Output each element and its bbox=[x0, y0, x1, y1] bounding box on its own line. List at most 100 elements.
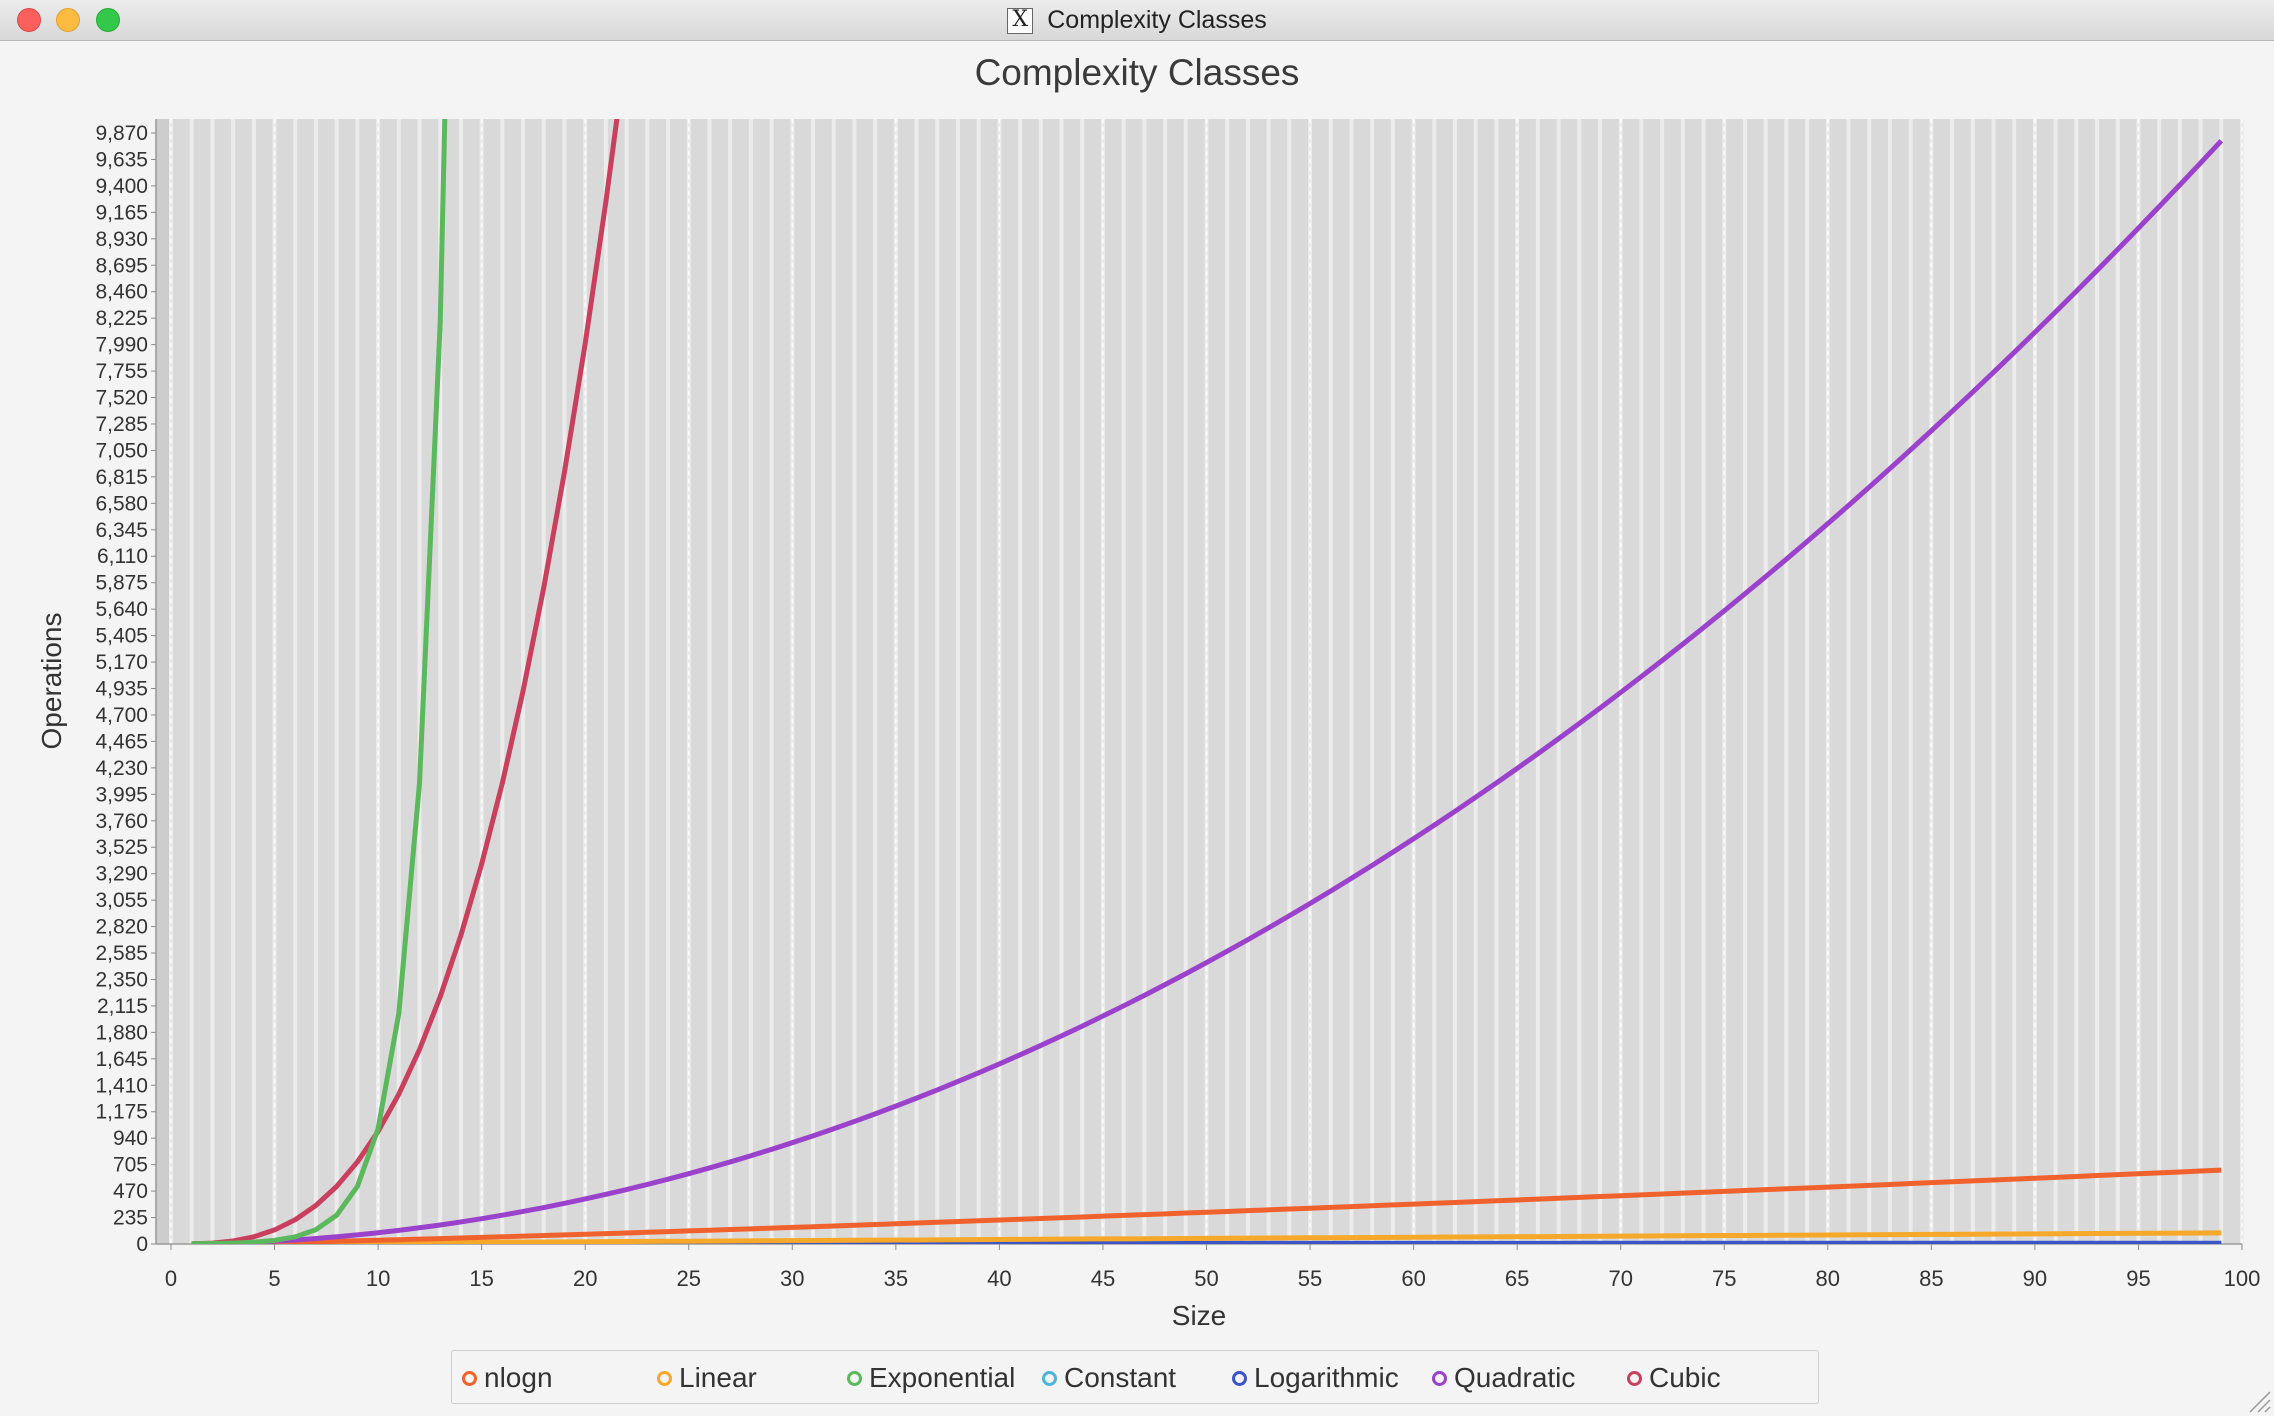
y-tick-label: 1,880 bbox=[95, 1021, 148, 1044]
legend-marker-icon bbox=[1042, 1370, 1057, 1386]
chart-title: Complexity Classes bbox=[974, 52, 1300, 93]
y-tick-label: 8,930 bbox=[95, 228, 148, 251]
y-tick-label: 7,755 bbox=[95, 360, 148, 383]
legend-label: Constant bbox=[1064, 1362, 1177, 1393]
y-tick-label: 7,050 bbox=[95, 439, 148, 462]
y-tick-label: 1,410 bbox=[95, 1074, 148, 1097]
x-tick-label: 95 bbox=[2126, 1266, 2150, 1291]
y-tick-label: 6,110 bbox=[97, 545, 148, 568]
y-tick-label: 2,820 bbox=[95, 916, 148, 939]
x-tick-label: 0 bbox=[165, 1266, 177, 1291]
x-tick-label: 45 bbox=[1091, 1266, 1115, 1291]
y-tick-label: 705 bbox=[113, 1154, 148, 1177]
y-tick-label: 470 bbox=[113, 1180, 148, 1203]
x-tick-label: 50 bbox=[1194, 1266, 1218, 1291]
x-tick-label: 25 bbox=[677, 1266, 701, 1291]
legend-marker-icon bbox=[657, 1370, 672, 1386]
y-tick-label: 9,635 bbox=[95, 148, 148, 171]
y-tick-label: 1,175 bbox=[95, 1101, 148, 1124]
x-tick-label: 40 bbox=[987, 1266, 1011, 1291]
x11-app-icon: X bbox=[1007, 7, 1034, 34]
x-tick-label: 70 bbox=[1608, 1266, 1632, 1291]
x-tick-label: 90 bbox=[2023, 1266, 2047, 1291]
resize-grip-icon[interactable] bbox=[2246, 1388, 2272, 1414]
y-tick-label: 9,165 bbox=[95, 201, 148, 224]
y-tick-label: 3,995 bbox=[95, 783, 148, 806]
x-tick-label: 65 bbox=[1505, 1266, 1529, 1291]
y-tick-label: 940 bbox=[113, 1127, 148, 1150]
x-tick-label: 20 bbox=[573, 1266, 597, 1291]
legend-item-logarithmic: Logarithmic bbox=[1232, 1351, 1399, 1405]
y-tick-label: 4,465 bbox=[95, 730, 148, 753]
x-axis-label: Size bbox=[1172, 1300, 1226, 1331]
y-tick-label: 5,640 bbox=[95, 598, 148, 621]
legend-marker-icon bbox=[847, 1370, 862, 1386]
y-tick-label: 1,645 bbox=[95, 1048, 148, 1071]
y-tick-label: 7,285 bbox=[95, 413, 148, 436]
legend-item-cubic: Cubic bbox=[1627, 1351, 1721, 1405]
minimize-button[interactable] bbox=[56, 8, 80, 32]
x-tick-label: 10 bbox=[366, 1266, 390, 1291]
y-tick-label: 2,115 bbox=[97, 995, 148, 1018]
legend-marker-icon bbox=[1627, 1370, 1642, 1386]
x-tick-label: 35 bbox=[884, 1266, 908, 1291]
y-tick-label: 3,055 bbox=[95, 889, 148, 912]
legend-marker-icon bbox=[1232, 1370, 1247, 1386]
y-tick-label: 8,460 bbox=[95, 281, 148, 304]
legend-item-exponential: Exponential bbox=[847, 1351, 1015, 1405]
y-tick-label: 3,525 bbox=[95, 836, 148, 859]
x-tick-label: 30 bbox=[780, 1266, 804, 1291]
series-line-linear bbox=[191, 1230, 2222, 1244]
x-tick-label: 85 bbox=[1919, 1266, 1943, 1291]
x-tick-label: 75 bbox=[1712, 1266, 1736, 1291]
y-tick-label: 6,815 bbox=[95, 466, 148, 489]
y-tick-label: 4,700 bbox=[95, 704, 148, 727]
y-tick-label: 9,400 bbox=[95, 175, 148, 198]
x-tick-label: 80 bbox=[1816, 1266, 1840, 1291]
legend-item-nlogn: nlogn bbox=[462, 1351, 553, 1405]
x-tick-label: 5 bbox=[268, 1266, 280, 1291]
legend-label: Logarithmic bbox=[1254, 1362, 1399, 1393]
y-tick-label: 5,875 bbox=[95, 572, 148, 595]
y-tick-label: 3,760 bbox=[95, 810, 148, 833]
legend-label: Cubic bbox=[1649, 1362, 1721, 1393]
plot-area bbox=[156, 119, 2242, 1244]
y-tick-label: 2,350 bbox=[95, 968, 148, 991]
legend-marker-icon bbox=[462, 1370, 477, 1386]
y-tick-label: 0 bbox=[136, 1233, 148, 1256]
title-bar[interactable]: X Complexity Classes bbox=[0, 0, 2274, 41]
legend-label: Linear bbox=[679, 1362, 757, 1393]
y-tick-label: 7,990 bbox=[95, 334, 148, 357]
legend-item-linear: Linear bbox=[657, 1351, 757, 1405]
x-tick-label: 60 bbox=[1401, 1266, 1425, 1291]
series-line-nlogn bbox=[191, 1167, 2222, 1244]
y-tick-label: 7,520 bbox=[95, 387, 148, 410]
x-tick-label: 55 bbox=[1298, 1266, 1322, 1291]
legend-item-quadratic: Quadratic bbox=[1432, 1351, 1575, 1405]
legend-marker-icon bbox=[1432, 1370, 1447, 1386]
y-tick-label: 9,870 bbox=[95, 122, 148, 145]
y-tick-label: 6,345 bbox=[95, 519, 148, 542]
window-title: Complexity Classes bbox=[1047, 6, 1267, 34]
y-tick-label: 2,585 bbox=[95, 942, 148, 965]
y-tick-label: 235 bbox=[113, 1207, 148, 1230]
x-tick-label: 100 bbox=[2224, 1266, 2261, 1291]
y-tick-label: 6,580 bbox=[95, 492, 148, 515]
legend-label: Quadratic bbox=[1454, 1362, 1576, 1393]
legend-label: nlogn bbox=[484, 1362, 553, 1393]
close-button[interactable] bbox=[17, 8, 41, 32]
legend-label: Exponential bbox=[869, 1362, 1016, 1393]
plot-left-band bbox=[156, 119, 171, 1244]
y-tick-label: 5,170 bbox=[95, 651, 148, 674]
window-title-area: X Complexity Classes bbox=[0, 0, 2274, 41]
y-tick-label: 8,695 bbox=[95, 254, 148, 277]
maximize-button[interactable] bbox=[96, 8, 120, 32]
series-line-cubic bbox=[191, 119, 620, 1244]
chart-legend: nlogn Linear Exponential Constant Logarithmi… bbox=[451, 1350, 1819, 1404]
series-line-quadratic bbox=[191, 139, 2224, 1244]
y-tick-label: 3,290 bbox=[95, 863, 148, 886]
y-axis-label: Operations bbox=[36, 613, 67, 750]
series-line-exponential bbox=[191, 119, 448, 1244]
y-tick-label: 8,225 bbox=[95, 307, 148, 330]
